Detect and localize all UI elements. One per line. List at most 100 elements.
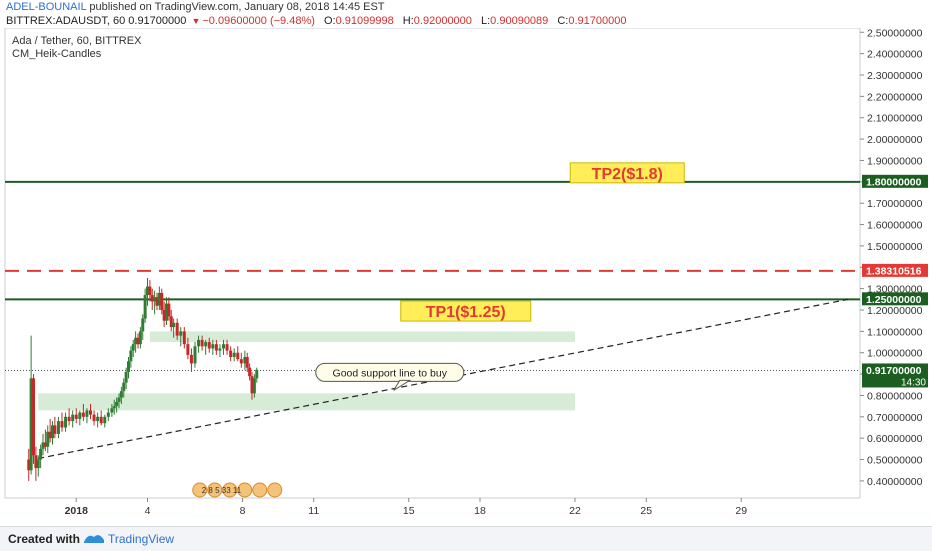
candles-layer bbox=[27, 277, 259, 481]
event-marker-icon[interactable] bbox=[192, 482, 208, 498]
candle bbox=[193, 342, 197, 368]
candle bbox=[115, 397, 119, 413]
x-axis-tick-label: 8 bbox=[240, 505, 246, 517]
price-scale-label[interactable] bbox=[862, 292, 928, 306]
candle-body bbox=[122, 382, 126, 392]
candle bbox=[172, 318, 176, 338]
x-axis-tick-label: 4 bbox=[145, 505, 151, 517]
candle-body bbox=[153, 297, 157, 302]
candle-body bbox=[229, 350, 233, 357]
x-axis-tick-label: 11 bbox=[308, 505, 319, 517]
candle-body bbox=[182, 331, 186, 345]
candle-body bbox=[172, 322, 176, 328]
candle bbox=[204, 339, 208, 355]
tradingview-logo-icon[interactable] bbox=[82, 530, 106, 546]
candle bbox=[157, 286, 161, 310]
y-axis-tick-label: 2.00000000 bbox=[867, 134, 923, 146]
price-scale-label[interactable] bbox=[862, 363, 928, 388]
candle-body bbox=[112, 406, 116, 409]
candle bbox=[229, 346, 233, 362]
created-with-label: Created with bbox=[8, 532, 81, 546]
events-layer: 2 8 5 33 11 bbox=[192, 482, 283, 498]
candle-body bbox=[27, 459, 31, 471]
event-marker-icon[interactable] bbox=[267, 482, 283, 498]
publish-line: ADEL-BOUNAIL published on TradingView.co… bbox=[6, 1, 385, 13]
candle bbox=[36, 455, 40, 477]
candle bbox=[222, 339, 225, 355]
x-axis[interactable]: 2018 4 8 11 15 18 22 25 29 bbox=[5, 497, 860, 517]
candle-body bbox=[211, 344, 215, 349]
candle-body bbox=[200, 339, 204, 347]
candle-body bbox=[131, 344, 135, 351]
candle-body bbox=[115, 401, 119, 407]
price-scale-label[interactable] bbox=[862, 174, 928, 188]
candle-body bbox=[99, 416, 103, 424]
candle-body bbox=[239, 359, 243, 364]
candle-body bbox=[252, 378, 256, 394]
candle-body bbox=[43, 442, 47, 447]
y-axis-tick-label: 2.10000000 bbox=[867, 113, 923, 125]
y-axis-tick-label: 2.50000000 bbox=[867, 28, 923, 39]
candle-body bbox=[232, 352, 236, 357]
candle bbox=[141, 314, 145, 340]
candle-body bbox=[179, 331, 183, 336]
candle-body bbox=[92, 414, 96, 422]
price-chart[interactable]: Ada / Tether, 60, BITTREX CM_Heik-Candle… bbox=[0, 28, 932, 526]
candle bbox=[53, 416, 57, 439]
candle bbox=[214, 339, 218, 355]
event-marker-icon[interactable] bbox=[237, 482, 253, 498]
candle bbox=[153, 290, 157, 315]
candle-body bbox=[67, 416, 71, 422]
tradingview-brand[interactable]: TradingView bbox=[108, 532, 175, 546]
candle bbox=[218, 344, 222, 357]
plot-area[interactable] bbox=[4, 28, 861, 499]
ohlc-line: BITTREX:ADAUSDT, 60 0.91700000 ▼ −0.09600… bbox=[6, 15, 626, 27]
candle bbox=[232, 348, 236, 362]
y-axis-tick-label: 2.20000000 bbox=[867, 91, 923, 103]
candle bbox=[51, 421, 54, 445]
candle-body bbox=[207, 342, 211, 349]
candle bbox=[207, 337, 211, 353]
candle bbox=[71, 410, 75, 428]
y-axis[interactable]: 2.50000000 2.40000000 2.30000000 2.20000000… bbox=[860, 28, 928, 488]
target-label-box[interactable] bbox=[569, 162, 685, 184]
high-value: 0.92000000 bbox=[413, 15, 472, 27]
candle-body bbox=[136, 337, 140, 345]
candle-body bbox=[129, 350, 133, 362]
candle-body bbox=[56, 421, 60, 434]
candle bbox=[243, 350, 247, 370]
candle-body bbox=[193, 346, 197, 364]
publish-info: published on TradingView.com, January 08… bbox=[89, 1, 385, 13]
candle bbox=[189, 348, 193, 372]
candle bbox=[81, 404, 85, 422]
event-marker-icon[interactable] bbox=[252, 482, 268, 498]
low-label: L: bbox=[480, 15, 491, 27]
candle-body bbox=[117, 397, 121, 402]
candle-body bbox=[222, 344, 225, 349]
candle bbox=[119, 386, 123, 404]
candle-body bbox=[60, 421, 64, 428]
event-marker-icon[interactable] bbox=[207, 482, 223, 498]
candle bbox=[34, 446, 38, 481]
candle bbox=[129, 346, 133, 368]
target-label-box[interactable] bbox=[400, 300, 532, 322]
candle-body bbox=[160, 292, 164, 310]
x-axis-tick-label: 15 bbox=[403, 505, 415, 517]
candle-body bbox=[248, 367, 252, 377]
chart-header: ADEL-BOUNAIL published on TradingView.co… bbox=[0, 0, 932, 28]
candle bbox=[78, 410, 82, 426]
callout-bubble[interactable] bbox=[315, 362, 465, 382]
y-axis-tick-label: 0.50000000 bbox=[867, 455, 923, 467]
candle bbox=[112, 399, 116, 415]
price-scale-label[interactable] bbox=[862, 263, 928, 277]
candle bbox=[92, 410, 96, 426]
candle-body bbox=[204, 342, 208, 347]
author-link[interactable]: ADEL-BOUNAIL bbox=[6, 1, 87, 13]
open-value: 0.91099998 bbox=[335, 15, 394, 27]
candle-body bbox=[143, 295, 147, 319]
candle-body bbox=[124, 371, 128, 383]
candle-body bbox=[167, 303, 171, 317]
candle bbox=[239, 352, 243, 368]
event-marker-icon[interactable] bbox=[222, 482, 238, 498]
candle bbox=[167, 297, 171, 321]
